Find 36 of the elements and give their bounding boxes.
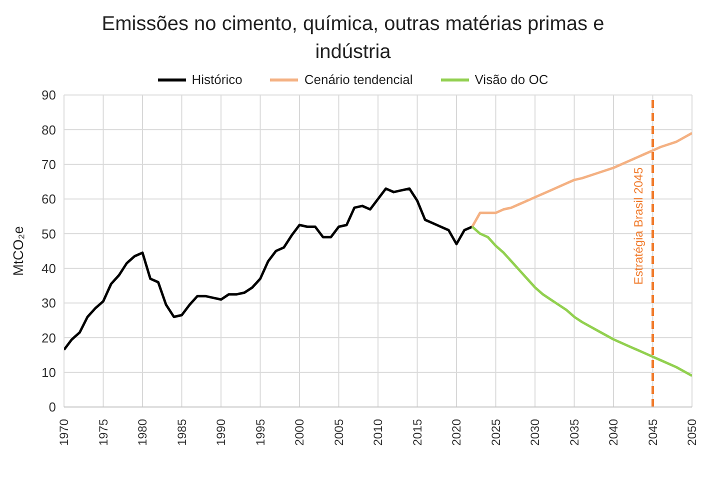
- x-tick-label: 1985: [174, 418, 189, 446]
- y-tick-label: 60: [42, 192, 56, 207]
- x-tick-label: 2030: [528, 418, 542, 446]
- y-tick-label: 10: [42, 364, 56, 380]
- chart-title: Emissões no cimento, química, outras matérias primas e indústria: [100, 12, 606, 65]
- line-series: [470, 132, 692, 228]
- line-series: [470, 225, 692, 378]
- y-tick-label: 40: [42, 260, 56, 276]
- x-tick-label: 1995: [253, 418, 268, 446]
- y-axis-title: MtCO₂e: [10, 226, 26, 276]
- x-tick-label: 1975: [96, 418, 110, 446]
- x-tick-label: 2010: [371, 418, 385, 446]
- ref-line-label: Estratégia Brasil 2045: [632, 167, 646, 285]
- x-tick-label: 1990: [214, 418, 228, 446]
- legend-label: Histórico: [192, 72, 242, 87]
- y-tick-label: 50: [42, 226, 56, 242]
- x-tick-label: 1980: [136, 418, 150, 446]
- y-tick-label: 0: [48, 400, 56, 415]
- legend-label: Cenário tendencial: [304, 72, 413, 87]
- y-tick-label: 70: [42, 156, 56, 172]
- legend-label: Visão do OC: [474, 72, 548, 87]
- x-tick-label: 2025: [488, 418, 503, 446]
- y-tick-label: 20: [42, 330, 56, 346]
- x-tick-label: 2015: [410, 418, 424, 446]
- x-tick-label: 2040: [606, 418, 620, 446]
- x-tick-label: 2000: [292, 418, 306, 446]
- x-tick-label: 1970: [57, 418, 71, 446]
- y-tick-label: 30: [42, 296, 56, 311]
- line-series: [64, 187, 474, 352]
- x-tick-label: 2005: [332, 418, 346, 446]
- y-tick-label: 80: [42, 122, 56, 138]
- x-tick-label: 2020: [450, 418, 464, 446]
- x-tick-label: 2045: [646, 418, 660, 446]
- x-tick-label: 2050: [685, 418, 699, 446]
- y-tick-label: 90: [42, 88, 56, 103]
- x-tick-label: 2035: [567, 418, 582, 446]
